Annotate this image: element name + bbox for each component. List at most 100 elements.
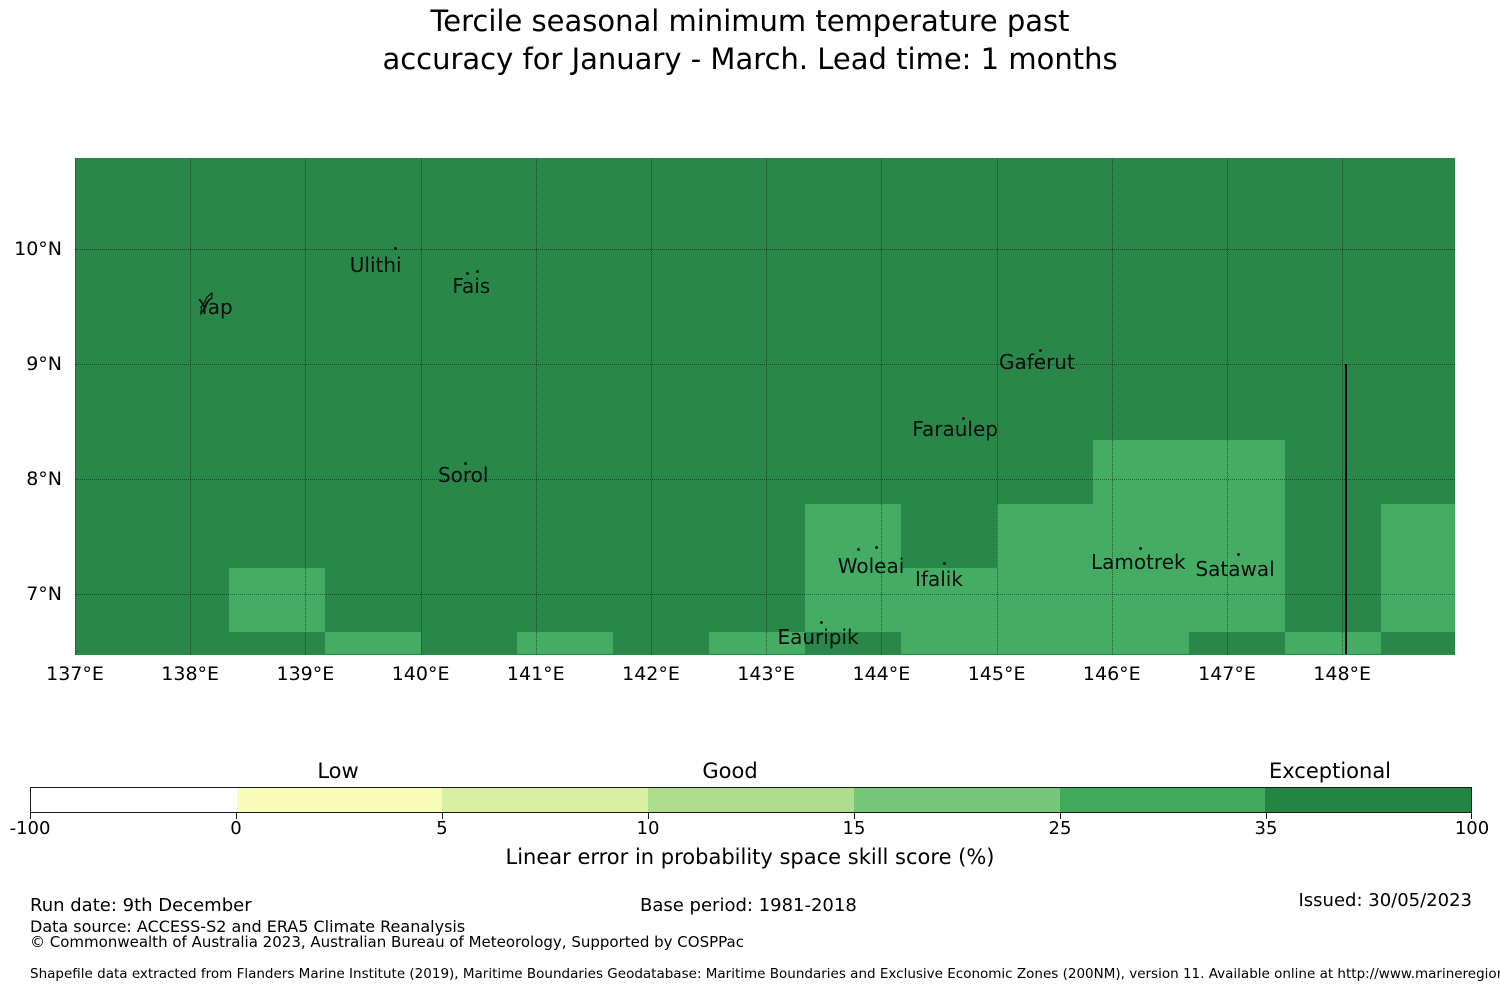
colorbar-segment	[236, 788, 443, 812]
lon-tick-label: 139°E	[276, 663, 335, 685]
base-period-text: Base period: 1981-2018	[640, 895, 857, 916]
gridline-parallel	[75, 248, 1455, 250]
colorbar	[30, 787, 1472, 813]
colorbar-tick	[1471, 813, 1472, 819]
place-label-lamotrek: Lamotrek	[1090, 550, 1186, 575]
gridline-meridian	[535, 158, 537, 655]
lat-tick-label: 8°N	[26, 467, 62, 490]
data-source-text: Data source: ACCESS-S2 and ERA5 Climate …	[30, 917, 466, 936]
gridline-meridian	[190, 158, 192, 655]
skill-cell	[996, 504, 1093, 655]
place-label-ulithi: Ulithi	[349, 252, 402, 277]
place-label-yap: Yap	[198, 295, 233, 320]
island-dot	[393, 247, 397, 250]
place-label-faraulep: Faraulep	[912, 417, 998, 442]
island-dot	[943, 562, 947, 566]
island-dot	[464, 462, 468, 466]
place-label-ifalik: Ifalik	[915, 566, 963, 591]
island-dot	[875, 546, 879, 549]
island-dot	[1139, 547, 1143, 551]
title-line-1: Tercile seasonal minimum temperature pas…	[430, 4, 1070, 38]
colorbar-segment	[442, 788, 649, 812]
eez-boundary-line	[1344, 363, 1347, 655]
gridline-meridian	[996, 158, 998, 655]
colorbar-category-exceptional: Exceptional	[1268, 759, 1392, 783]
colorbar-segment	[853, 788, 1060, 812]
place-label-fais: Fais	[452, 274, 491, 299]
skill-cell	[1380, 504, 1455, 632]
title-line-2: accuracy for January - March. Lead time:…	[382, 42, 1118, 76]
gridline-meridian	[1342, 158, 1344, 655]
place-label-sorol: Sorol	[437, 463, 489, 488]
island-dot	[1038, 349, 1042, 353]
colorbar-tick-label: 100	[1454, 818, 1490, 839]
skill-cell	[228, 567, 325, 632]
skill-cell	[804, 504, 901, 632]
lon-tick-label: 147°E	[1198, 663, 1256, 685]
colorbar-tick-label: 0	[230, 818, 242, 839]
gridline-meridian	[1227, 158, 1228, 655]
place-label-eauripik: Eauripik	[777, 625, 859, 650]
skill-cell	[1092, 631, 1189, 655]
gridline-meridian	[881, 158, 883, 655]
colorbar-axis-label: Linear error in probability space skill …	[505, 845, 995, 869]
lat-tick-label: 9°N	[26, 352, 62, 375]
lon-tick-label: 138°E	[161, 663, 220, 685]
colorbar-tick	[854, 813, 855, 819]
lon-tick-label: 141°E	[506, 663, 565, 685]
colorbar-tick-label: -100	[9, 818, 51, 839]
colorbar-tick-label: 5	[436, 818, 448, 839]
lon-tick-label: 145°E	[967, 663, 1026, 685]
gridline-meridian	[75, 158, 76, 655]
copyright-text: © Commonwealth of Australia 2023, Austra…	[30, 933, 744, 951]
colorbar-tick	[442, 813, 443, 819]
island-dot	[961, 417, 965, 421]
colorbar-tick	[30, 813, 31, 819]
lon-tick-label: 146°E	[1082, 663, 1141, 685]
skill-cell	[324, 631, 421, 655]
colorbar-tick-label: 10	[636, 818, 660, 839]
gridline-meridian	[1111, 158, 1113, 655]
colorbar-segment	[1265, 788, 1472, 812]
lon-tick-label: 140°E	[391, 663, 450, 685]
colorbar-category-good: Good	[702, 759, 758, 783]
place-label-gaferut: Gaferut	[998, 350, 1075, 375]
skill-cell	[1284, 631, 1381, 655]
lon-tick-label: 148°E	[1313, 663, 1372, 685]
run-date-text: Run date: 9th December	[30, 895, 252, 916]
island-dot	[466, 272, 470, 276]
lon-tick-label: 143°E	[737, 663, 796, 685]
colorbar-segment	[648, 788, 854, 812]
gridline-parallel	[75, 478, 1455, 480]
colorbar-category-low: Low	[317, 759, 359, 783]
island-dot	[819, 620, 823, 624]
colorbar-segment	[31, 788, 237, 812]
colorbar-tick-label: 25	[1048, 818, 1072, 839]
lat-tick-label: 10°N	[14, 237, 62, 260]
colorbar-tick	[236, 813, 237, 819]
lon-tick-label: 144°E	[852, 663, 911, 685]
gridline-meridian	[305, 158, 307, 655]
skill-cell	[708, 631, 805, 655]
gridline-meridian	[651, 158, 652, 655]
shapefile-note-text: Shapefile data extracted from Flanders M…	[30, 966, 1500, 982]
island-dot	[1237, 552, 1241, 556]
skill-cell	[900, 567, 997, 655]
island-dot	[856, 548, 860, 552]
colorbar-segment	[1059, 788, 1266, 812]
gridline-parallel	[75, 593, 1455, 595]
gridline-meridian	[766, 158, 768, 655]
issued-date-text: Issued: 30/05/2023	[1298, 890, 1472, 911]
island-dot	[475, 270, 479, 273]
colorbar-tick-label: 15	[842, 818, 866, 839]
colorbar-tick	[648, 813, 649, 819]
lon-tick-label: 142°E	[622, 663, 680, 685]
yap-island-outline	[199, 292, 213, 316]
figure-title: Tercile seasonal minimum temperature pas…	[0, 2, 1500, 78]
skill-cell	[516, 631, 613, 655]
gridline-meridian	[420, 158, 422, 655]
lon-tick-label: 137°E	[46, 663, 104, 685]
colorbar-tick	[1060, 813, 1061, 819]
colorbar-tick	[1266, 813, 1267, 819]
